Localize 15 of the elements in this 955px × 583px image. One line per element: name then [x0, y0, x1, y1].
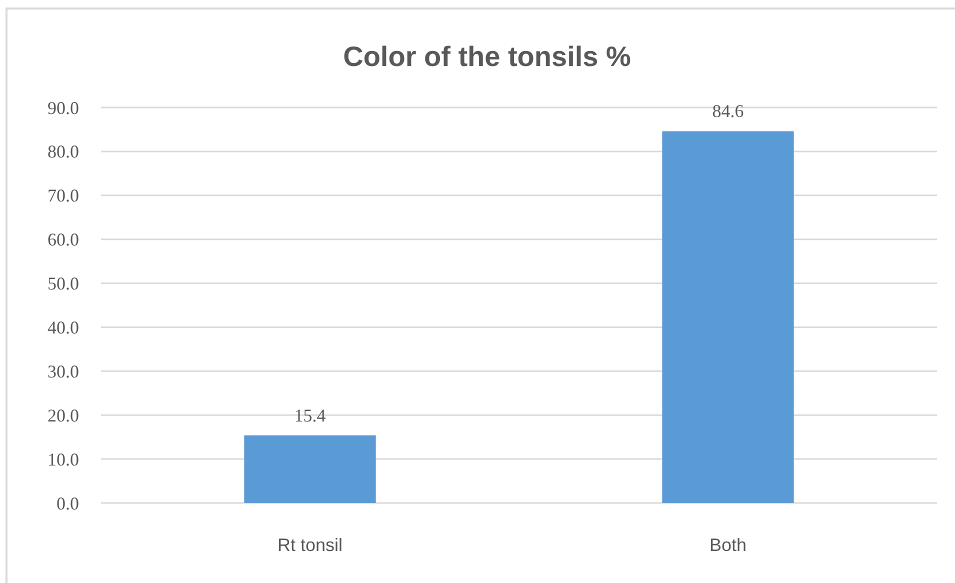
y-tick-label: 50.0	[48, 274, 79, 294]
x-tick-label: Both	[709, 535, 747, 555]
x-tick-label: Rt tonsil	[277, 535, 343, 555]
y-tick-label: 60.0	[48, 230, 79, 250]
data-label: 84.6	[712, 101, 744, 122]
y-tick-label: 40.0	[48, 318, 79, 338]
y-tick-label: 90.0	[48, 98, 79, 118]
data-label: 15.4	[294, 405, 326, 426]
y-tick-label: 10.0	[48, 449, 79, 470]
y-tick-label: 20.0	[48, 405, 79, 426]
chart-title: Color of the tonsils %	[343, 41, 631, 72]
y-tick-label: 80.0	[48, 142, 79, 162]
y-tick-label: 70.0	[48, 186, 79, 206]
y-tick-label: 30.0	[48, 361, 79, 382]
y-tick-label: 0.0	[56, 493, 79, 514]
